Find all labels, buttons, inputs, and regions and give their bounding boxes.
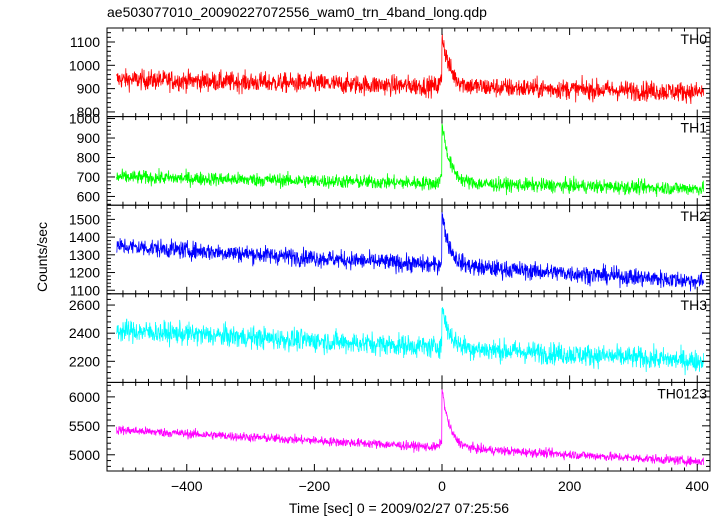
y-tick-label: 1300 — [69, 247, 100, 263]
series-line-th3 — [116, 307, 704, 376]
chart-panels: 800 900 1000 1100 TH0 600 700 800 900 1000 TH1 1100… — [69, 27, 711, 494]
y-tick-label: 5000 — [69, 447, 100, 463]
series-line-th2 — [116, 209, 704, 292]
x-tick-label: 200 — [558, 478, 582, 494]
y-tick-label: 2400 — [69, 325, 100, 341]
panel-label-th1: TH1 — [681, 120, 708, 136]
panel-frame-th0123 — [106, 381, 711, 472]
x-tick-label: 0 — [438, 478, 446, 494]
y-tick-label: 6000 — [69, 389, 100, 405]
y-tick-label: 800 — [77, 104, 101, 120]
x-tick-label: 400 — [686, 478, 710, 494]
y-tick-label: 1200 — [69, 265, 100, 281]
panel-label-th2: TH2 — [681, 208, 708, 224]
x-tick-label: −200 — [299, 478, 331, 494]
y-tick-label: 5500 — [69, 418, 100, 434]
y-tick-label: 1000 — [69, 57, 100, 73]
chart-title: ae503077010_20090227072556_wam0_trn_4ban… — [107, 4, 487, 20]
y-tick-label: 700 — [77, 169, 101, 185]
y-tick-label: 800 — [77, 149, 101, 165]
y-tick-label: 900 — [77, 81, 101, 97]
x-axis-label: Time [sec] 0 = 2009/02/27 07:25:56 — [289, 500, 509, 516]
y-tick-label: 2200 — [69, 353, 100, 369]
series-line-th0 — [116, 33, 704, 105]
y-tick-label: 1100 — [70, 282, 100, 298]
y-tick-label: 1400 — [69, 229, 100, 245]
panel-label-th3: TH3 — [681, 297, 708, 313]
y-tick-label: 600 — [77, 188, 101, 204]
x-tick-label: −400 — [171, 478, 203, 494]
y-tick-label: 2600 — [69, 297, 100, 313]
y-tick-label: 1000 — [69, 111, 100, 127]
series-line-th1 — [116, 123, 704, 197]
y-tick-label: 900 — [77, 130, 101, 146]
y-tick-label: 1100 — [70, 34, 100, 50]
panel-label-th0123: TH0123 — [657, 385, 707, 401]
y-axis-label: Counts/sec — [34, 222, 50, 292]
panel-label-th0: TH0 — [681, 31, 708, 47]
y-tick-label: 1500 — [69, 211, 100, 227]
series-line-th0123 — [116, 388, 704, 467]
panel-frame-th0 — [106, 27, 711, 118]
